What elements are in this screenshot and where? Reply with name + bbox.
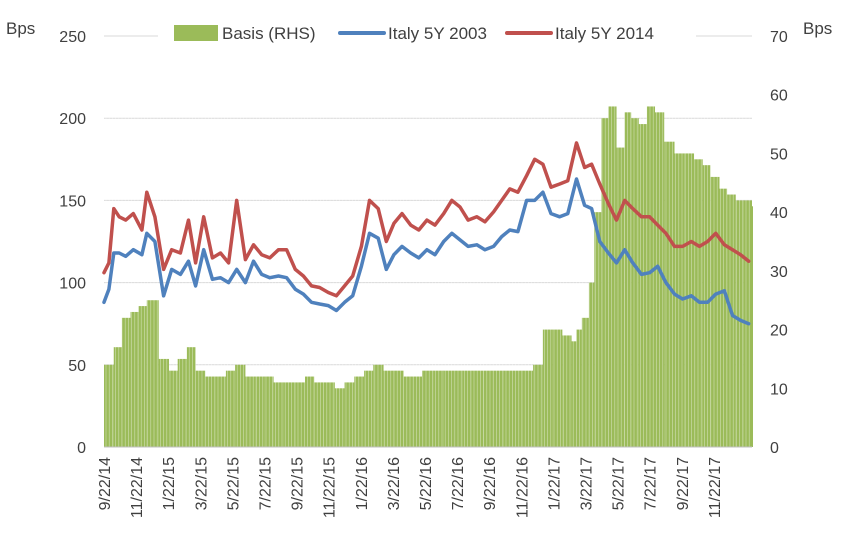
basis-bar [684,153,695,447]
y-right-tick-label: 20 [770,323,788,340]
basis-bar [624,112,632,447]
y-left-tick-label: 100 [59,276,86,293]
basis-bar [710,176,720,447]
basis-bar [571,341,577,447]
basis-bar [121,317,131,447]
legend-label: Basis (RHS) [222,24,316,43]
y-right-tick-label: 60 [770,88,788,105]
tick-labels: 0 50 100 150 200 250 0 10 20 30 40 50 60 70 9/22/14 11/… [59,29,788,518]
basis-bar [588,282,595,447]
y-left-unit: Bps [6,19,36,38]
x-tick-label: 9/22/17 [675,457,692,510]
basis-bar [422,370,434,447]
basis-bar [113,347,122,447]
basis-bar [727,194,736,447]
basis-bar [373,364,384,447]
basis-bar [305,376,315,447]
y-right-tick-label: 30 [770,264,788,281]
basis-bar [702,165,711,447]
basis-bar [638,124,647,448]
y-right-tick-label: 40 [770,205,788,222]
basis-bar [186,347,196,447]
x-tick-label: 1/22/16 [354,457,371,510]
basis-bar [646,106,656,447]
y-left-tick-label: 250 [59,29,86,46]
basis-bar [576,329,582,447]
x-tick-label: 7/22/17 [643,457,660,510]
basis-bar [752,206,753,447]
basis-bar [631,118,639,447]
basis-bar [413,376,423,447]
x-tick-label: 9/22/15 [290,457,307,510]
basis-bar [283,382,296,447]
basis-bar [616,147,625,448]
basis-bar [581,317,589,447]
y-left-tick-label: 50 [68,358,86,375]
series-lines [102,141,751,326]
x-tick-label: 7/22/15 [258,457,275,510]
series-line-italy-5y-2014 [102,141,751,298]
basis-bar [608,106,617,447]
basis-bar [719,188,728,447]
basis-bar [104,364,114,447]
basis-bars [104,66,753,448]
basis-bar [493,370,504,447]
basis-bar [195,370,206,447]
basis-bar [512,370,522,447]
y-left-tick-label: 150 [59,193,86,210]
x-tick-label: 1/22/15 [161,457,178,510]
x-tick-label: 5/22/17 [611,457,628,510]
legend-swatch-bar [174,25,218,41]
legend-label: Italy 5Y 2003 [388,24,487,43]
x-tick-label: 11/22/17 [707,457,724,518]
x-tick-label: 7/22/16 [450,457,467,510]
x-tick-label: 5/22/16 [418,457,435,510]
x-tick-label: 11/22/16 [514,457,531,518]
basis-bar [393,370,404,447]
basis-bar [462,370,472,447]
x-tick-label: 9/22/14 [97,457,114,510]
basis-bar [383,370,394,447]
basis-bar [138,306,147,447]
basis-bar [503,370,513,447]
basis-bar [323,382,335,447]
basis-bar [521,370,534,447]
legend[interactable]: Basis (RHS) Italy 5Y 2003 Italy 5Y 2014 [158,14,696,52]
x-tick-label: 3/22/17 [579,457,596,510]
basis-bar [295,382,306,447]
legend-label: Italy 5Y 2014 [555,24,654,43]
x-tick-label: 3/22/16 [386,457,403,510]
x-tick-label: 3/22/15 [193,457,210,510]
x-tick-label: 1/22/17 [546,457,563,510]
y-right-tick-label: 50 [770,146,788,163]
x-tick-label: 11/22/15 [322,457,339,518]
basis-bar [674,153,685,447]
series-line-italy-5y-2003 [102,177,751,326]
basis-bar [146,300,159,447]
x-tick-label: 11/22/14 [129,457,146,518]
basis-bar [215,376,226,447]
y-right-tick-label: 70 [770,29,788,46]
basis-bar [601,118,609,447]
x-tick-label: 5/22/15 [225,457,242,510]
basis-bar [354,376,365,447]
y-right-tick-label: 10 [770,381,788,398]
basis-bar [594,212,602,447]
y-left-tick-label: 0 [77,440,86,457]
basis-bar [314,382,324,447]
y-right-unit: Bps [803,19,833,38]
basis-bar [471,370,484,447]
basis-bar [177,358,187,447]
y-right-tick-label: 0 [770,440,779,457]
basis-bar [205,376,216,447]
legend-box [158,14,696,52]
y-left-tick-label: 200 [59,111,86,128]
basis-bar [403,376,414,447]
x-tick-label: 9/22/16 [482,457,499,510]
basis-bar [483,370,494,447]
